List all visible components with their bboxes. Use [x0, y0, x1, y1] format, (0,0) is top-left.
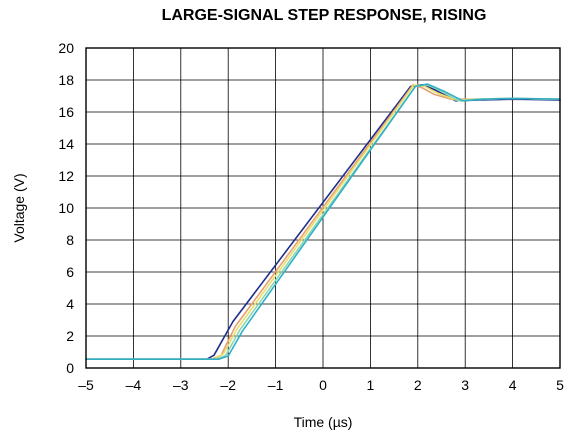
y-tick-label: 18	[58, 72, 74, 88]
y-tick-label: 10	[58, 200, 74, 216]
x-tick-label: 5	[556, 377, 564, 393]
y-tick-label: 2	[66, 328, 74, 344]
x-tick-label: 4	[509, 377, 517, 393]
y-tick-label: 16	[58, 104, 74, 120]
y-tick-label: 4	[66, 296, 74, 312]
y-tick-label: 6	[66, 264, 74, 280]
x-tick-label: 2	[414, 377, 422, 393]
x-tick-label: –2	[220, 377, 236, 393]
y-tick-labels: 0 2 4 6 8 10 12 14 16 18 20	[58, 40, 74, 376]
x-tick-label: –4	[126, 377, 142, 393]
chart-title: LARGE-SIGNAL STEP RESPONSE, RISING	[162, 7, 487, 24]
x-tick-label: 3	[461, 377, 469, 393]
x-tick-label: –5	[78, 377, 94, 393]
x-tick-label: –3	[173, 377, 189, 393]
x-tick-label: –1	[268, 377, 284, 393]
traces	[85, 83, 561, 361]
y-tick-label: 8	[66, 232, 74, 248]
x-tick-label: 1	[367, 377, 375, 393]
x-axis-label: Time (µs)	[294, 414, 353, 430]
x-tick-labels: –5 –4 –3 –2 –1 0 1 2 3 4 5	[78, 377, 564, 393]
y-axis-label: Voltage (V)	[11, 173, 27, 242]
y-tick-label: 20	[58, 40, 74, 56]
y-tick-label: 12	[58, 168, 74, 184]
x-tick-label: 0	[319, 377, 327, 393]
y-tick-label: 14	[58, 136, 74, 152]
y-tick-label: 0	[66, 360, 74, 376]
trace-line-5	[85, 83, 561, 361]
plot-frame	[85, 47, 561, 369]
